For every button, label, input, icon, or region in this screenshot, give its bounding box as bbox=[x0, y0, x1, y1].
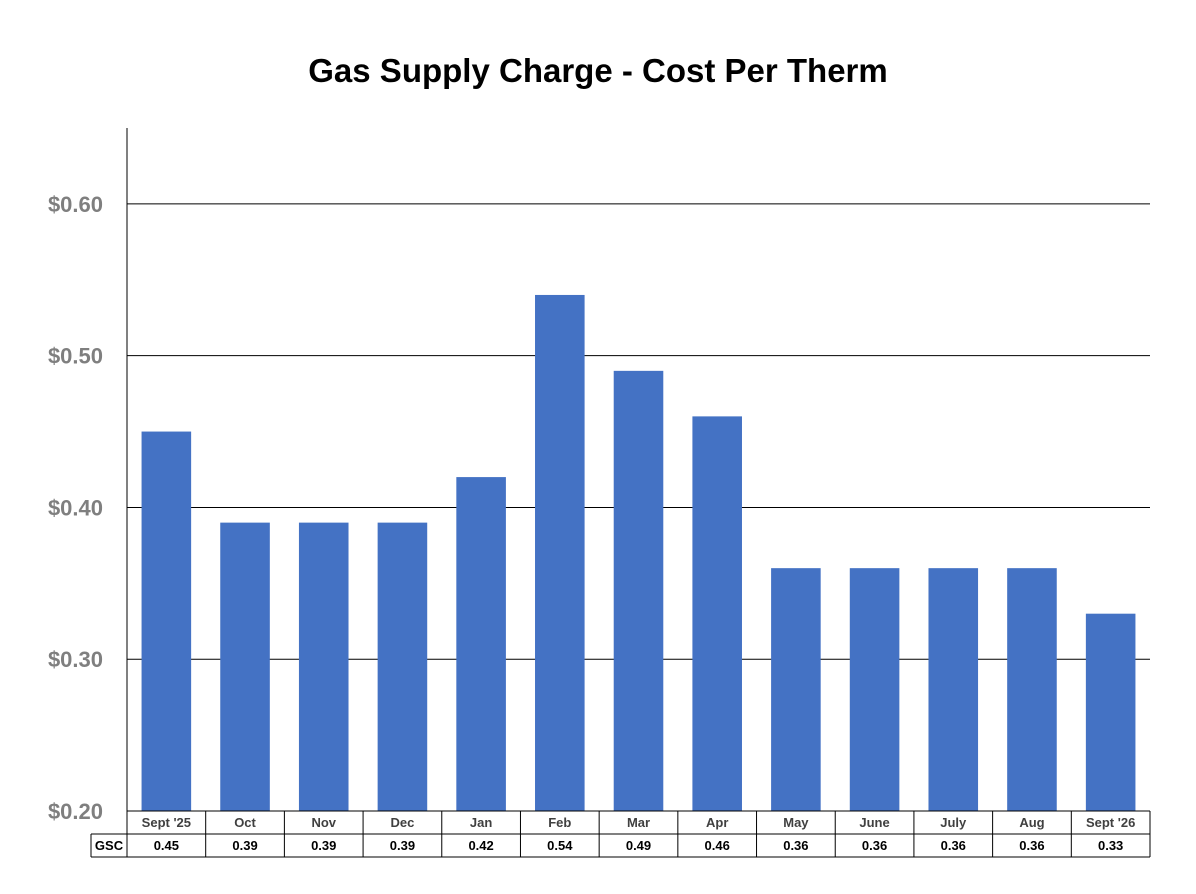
data-table: GSC Sept '25 0.45 Oct 0.39 Nov 0.39 Dec 0.39 Jan 0… bbox=[90, 810, 1151, 858]
value-label: 0.45 bbox=[154, 838, 179, 853]
category-label: Nov bbox=[311, 815, 336, 830]
value-label: 0.33 bbox=[1098, 838, 1123, 853]
bar bbox=[1007, 568, 1057, 811]
category-label: Sept '26 bbox=[1086, 815, 1135, 830]
bars bbox=[141, 294, 1136, 811]
category-label: Aug bbox=[1019, 815, 1044, 830]
category-label: Dec bbox=[390, 815, 414, 830]
bar bbox=[298, 522, 349, 811]
y-axis-ticks: $0.20 $0.30 $0.40 $0.50 $0.60 bbox=[48, 192, 103, 824]
category-label: June bbox=[859, 815, 889, 830]
value-label: 0.39 bbox=[311, 838, 336, 853]
value-label: 0.39 bbox=[390, 838, 415, 853]
value-label: 0.36 bbox=[1019, 838, 1044, 853]
value-label: 0.36 bbox=[783, 838, 808, 853]
value-label: 0.42 bbox=[468, 838, 493, 853]
value-label: 0.36 bbox=[941, 838, 966, 853]
y-tick-label: $0.40 bbox=[48, 495, 103, 520]
bar bbox=[535, 294, 585, 811]
table-series-label: GSC bbox=[95, 838, 124, 853]
category-label: Apr bbox=[706, 815, 728, 830]
bar bbox=[456, 477, 506, 811]
bar bbox=[141, 431, 192, 811]
value-label: 0.54 bbox=[547, 838, 573, 853]
category-label: Feb bbox=[548, 815, 571, 830]
bar bbox=[1085, 613, 1136, 811]
chart-title: Gas Supply Charge - Cost Per Therm bbox=[308, 52, 888, 89]
bar bbox=[771, 568, 821, 811]
category-label: May bbox=[783, 815, 809, 830]
category-label: July bbox=[940, 815, 967, 830]
bar bbox=[220, 522, 270, 811]
bar bbox=[849, 568, 900, 811]
y-tick-label: $0.20 bbox=[48, 799, 103, 824]
value-label: 0.39 bbox=[232, 838, 257, 853]
category-label: Jan bbox=[470, 815, 492, 830]
category-label: Sept '25 bbox=[142, 815, 191, 830]
value-label: 0.46 bbox=[705, 838, 730, 853]
y-tick-label: $0.60 bbox=[48, 192, 103, 217]
value-label: 0.49 bbox=[626, 838, 651, 853]
bar bbox=[613, 370, 664, 811]
category-label: Mar bbox=[627, 815, 650, 830]
bar bbox=[928, 568, 979, 811]
bar bbox=[692, 416, 742, 811]
value-label: 0.36 bbox=[862, 838, 887, 853]
category-label: Oct bbox=[234, 815, 256, 830]
y-tick-label: $0.50 bbox=[48, 344, 103, 369]
y-tick-label: $0.30 bbox=[48, 647, 103, 672]
bar bbox=[377, 522, 428, 811]
